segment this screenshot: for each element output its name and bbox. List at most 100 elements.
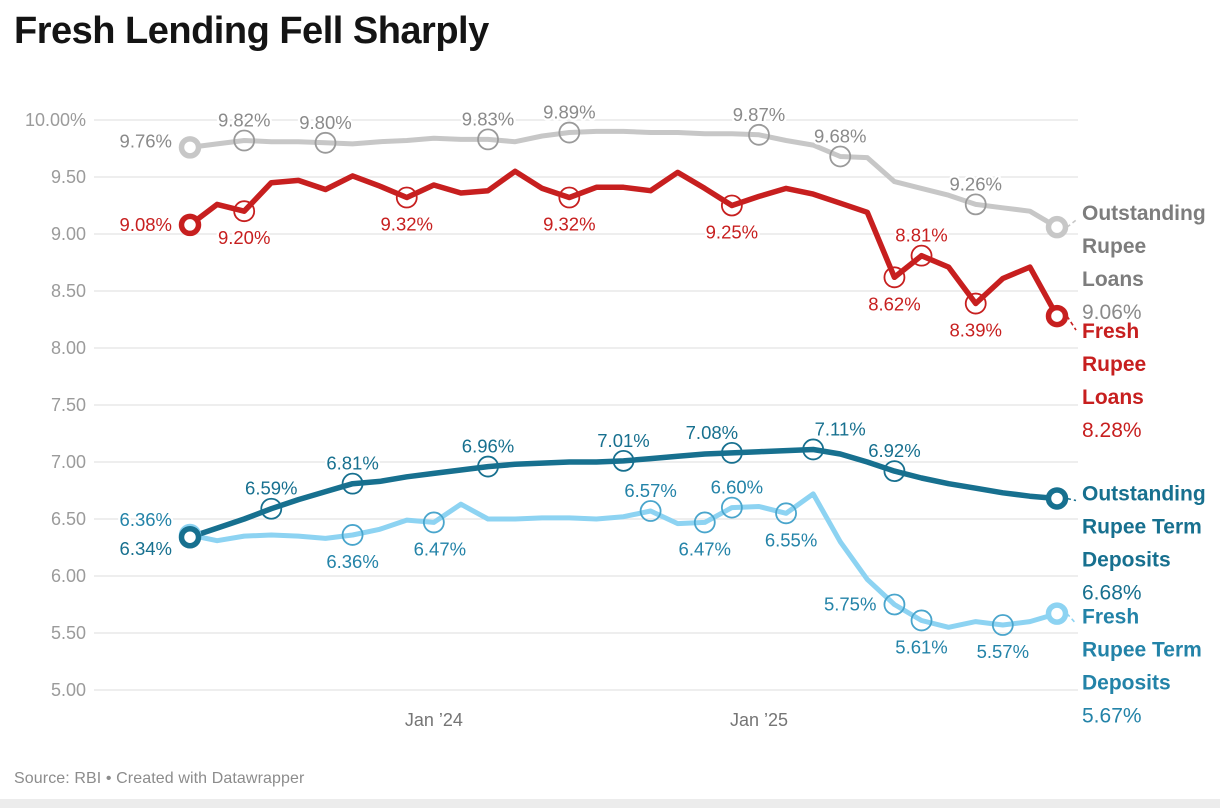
- point-marker-fresh-rupee-loans[interactable]: [883, 266, 906, 289]
- x-axis-label: Jan ’24: [405, 710, 463, 730]
- point-marker-fresh-rupee-loans[interactable]: [964, 292, 987, 315]
- data-label-fresh-rupee-term-deposits: 5.61%: [895, 636, 947, 657]
- legend-name-outstanding-rupee-loans: Outstanding: [1082, 202, 1206, 225]
- point-marker-fresh-rupee-term-deposits[interactable]: [422, 511, 445, 534]
- leader-line-fresh-rupee-term-deposits: [1066, 613, 1077, 625]
- point-marker-outstanding-rupee-term-deposits[interactable]: [260, 497, 283, 520]
- data-label-outstanding-rupee-loans: 9.26%: [949, 173, 1001, 194]
- legend-value-fresh-rupee-loans: 8.28%: [1082, 419, 1142, 442]
- point-marker-outstanding-rupee-term-deposits[interactable]: [612, 449, 635, 472]
- data-label-outstanding-rupee-loans: 9.76%: [120, 130, 172, 151]
- leader-line-outstanding-rupee-loans: [1066, 219, 1077, 228]
- point-marker-outstanding-rupee-loans[interactable]: [233, 129, 256, 152]
- data-label-outstanding-rupee-term-deposits: 7.11%: [815, 418, 866, 439]
- x-axis-label: Jan ’25: [730, 710, 788, 730]
- y-axis-label: 5.50: [51, 623, 86, 643]
- end-marker-outstanding-rupee-term-deposits[interactable]: [1045, 487, 1069, 510]
- y-axis-label: 9.00: [51, 224, 86, 244]
- point-marker-outstanding-rupee-term-deposits[interactable]: [720, 441, 743, 464]
- legend-name-fresh-rupee-term-deposits: Deposits: [1082, 672, 1171, 695]
- point-marker-outstanding-rupee-term-deposits[interactable]: [802, 438, 825, 461]
- end-marker-outstanding-rupee-loans[interactable]: [1045, 215, 1069, 239]
- y-axis-label: 7.00: [51, 452, 86, 472]
- end-marker-fresh-rupee-loans[interactable]: [1045, 304, 1069, 328]
- series-line-fresh-rupee-term-deposits[interactable]: [187, 491, 1060, 630]
- point-marker-fresh-rupee-term-deposits[interactable]: [883, 593, 906, 616]
- data-label-outstanding-rupee-term-deposits: 7.08%: [686, 422, 738, 443]
- legend-name-fresh-rupee-loans: Fresh: [1082, 320, 1139, 343]
- data-label-fresh-rupee-loans: 9.20%: [218, 227, 270, 248]
- source-note: Source: RBI • Created with Datawrapper: [14, 770, 305, 787]
- y-axis-label: 6.00: [51, 566, 86, 586]
- point-marker-fresh-rupee-loans[interactable]: [720, 194, 743, 217]
- data-label-fresh-rupee-loans: 8.39%: [949, 320, 1001, 341]
- y-axis-label: 9.50: [51, 167, 86, 187]
- legend-name-outstanding-rupee-term-deposits: Outstanding: [1082, 482, 1206, 505]
- data-label-outstanding-rupee-loans: 9.89%: [543, 102, 595, 123]
- start-marker-outstanding-rupee-loans[interactable]: [178, 136, 202, 159]
- point-marker-fresh-rupee-term-deposits[interactable]: [693, 511, 716, 534]
- data-label-fresh-rupee-term-deposits: 6.55%: [765, 529, 817, 550]
- data-label-outstanding-rupee-term-deposits: 6.92%: [868, 440, 920, 461]
- point-marker-fresh-rupee-term-deposits[interactable]: [991, 614, 1014, 636]
- data-label-outstanding-rupee-loans: 9.68%: [814, 125, 866, 146]
- point-marker-outstanding-rupee-term-deposits[interactable]: [341, 472, 364, 495]
- data-label-outstanding-rupee-loans: 9.83%: [462, 108, 514, 129]
- end-marker-fresh-rupee-term-deposits[interactable]: [1045, 602, 1069, 625]
- y-axis-label: 6.50: [51, 509, 86, 529]
- data-label-fresh-rupee-term-deposits: 6.36%: [120, 509, 172, 530]
- data-label-fresh-rupee-loans: 9.25%: [706, 222, 758, 243]
- point-marker-fresh-rupee-term-deposits[interactable]: [775, 502, 797, 525]
- legend-name-fresh-rupee-term-deposits: Fresh: [1082, 606, 1139, 629]
- data-label-outstanding-rupee-term-deposits: 7.01%: [597, 430, 649, 451]
- data-label-fresh-rupee-term-deposits: 5.75%: [824, 594, 876, 615]
- data-label-outstanding-rupee-loans: 9.82%: [218, 110, 270, 131]
- data-label-fresh-rupee-term-deposits: 5.57%: [977, 641, 1029, 662]
- leader-line-fresh-rupee-loans: [1066, 315, 1077, 331]
- data-label-fresh-rupee-term-deposits: 6.36%: [326, 551, 378, 572]
- point-marker-outstanding-rupee-loans[interactable]: [748, 123, 770, 146]
- data-label-fresh-rupee-loans: 9.32%: [543, 214, 595, 235]
- data-label-fresh-rupee-term-deposits: 6.47%: [679, 538, 731, 559]
- y-axis-label: 7.50: [51, 395, 86, 415]
- point-marker-fresh-rupee-loans[interactable]: [910, 244, 933, 267]
- series-line-fresh-rupee-loans[interactable]: [187, 168, 1060, 319]
- y-axis-label: 5.00: [51, 680, 86, 700]
- series-line-outstanding-rupee-term-deposits[interactable]: [187, 446, 1060, 540]
- legend-name-fresh-rupee-term-deposits: Rupee Term: [1082, 639, 1202, 662]
- point-marker-outstanding-rupee-loans[interactable]: [964, 193, 987, 216]
- start-marker-fresh-rupee-loans[interactable]: [178, 213, 202, 237]
- data-label-fresh-rupee-term-deposits: 6.57%: [624, 480, 676, 501]
- point-marker-outstanding-rupee-loans[interactable]: [477, 128, 499, 151]
- series-line-outstanding-rupee-loans[interactable]: [187, 128, 1060, 230]
- data-label-outstanding-rupee-term-deposits: 6.96%: [462, 436, 514, 457]
- legend-name-outstanding-rupee-loans: Rupee: [1082, 235, 1146, 258]
- point-marker-outstanding-rupee-term-deposits[interactable]: [477, 455, 499, 478]
- point-marker-fresh-rupee-term-deposits[interactable]: [720, 496, 743, 519]
- y-axis-label: 8.00: [51, 338, 86, 358]
- bottom-scrollbar-track: [0, 799, 1220, 808]
- data-label-fresh-rupee-loans: 8.81%: [895, 225, 947, 246]
- point-marker-fresh-rupee-term-deposits[interactable]: [639, 500, 662, 522]
- legend-value-outstanding-rupee-loans: 9.06%: [1082, 301, 1142, 324]
- data-label-fresh-rupee-loans: 8.62%: [868, 293, 920, 314]
- point-marker-fresh-rupee-loans[interactable]: [395, 186, 418, 209]
- point-marker-outstanding-rupee-term-deposits[interactable]: [883, 460, 906, 483]
- data-label-outstanding-rupee-term-deposits: 6.81%: [326, 453, 378, 474]
- point-marker-outstanding-rupee-loans[interactable]: [829, 145, 852, 168]
- data-label-fresh-rupee-loans: 9.32%: [381, 214, 433, 235]
- legend-name-outstanding-rupee-term-deposits: Rupee Term: [1082, 515, 1202, 538]
- point-marker-fresh-rupee-loans[interactable]: [233, 200, 256, 223]
- point-marker-outstanding-rupee-loans[interactable]: [558, 121, 581, 144]
- point-marker-outstanding-rupee-loans[interactable]: [314, 131, 337, 154]
- point-marker-fresh-rupee-loans[interactable]: [558, 186, 581, 209]
- point-marker-fresh-rupee-term-deposits[interactable]: [910, 609, 933, 632]
- data-label-fresh-rupee-loans: 9.08%: [120, 214, 172, 235]
- legend-name-outstanding-rupee-loans: Loans: [1082, 268, 1144, 291]
- data-label-fresh-rupee-term-deposits: 6.60%: [711, 477, 763, 498]
- point-marker-fresh-rupee-term-deposits[interactable]: [341, 524, 364, 546]
- legend-value-outstanding-rupee-term-deposits: 6.68%: [1082, 581, 1142, 604]
- start-marker-outstanding-rupee-term-deposits[interactable]: [178, 525, 202, 549]
